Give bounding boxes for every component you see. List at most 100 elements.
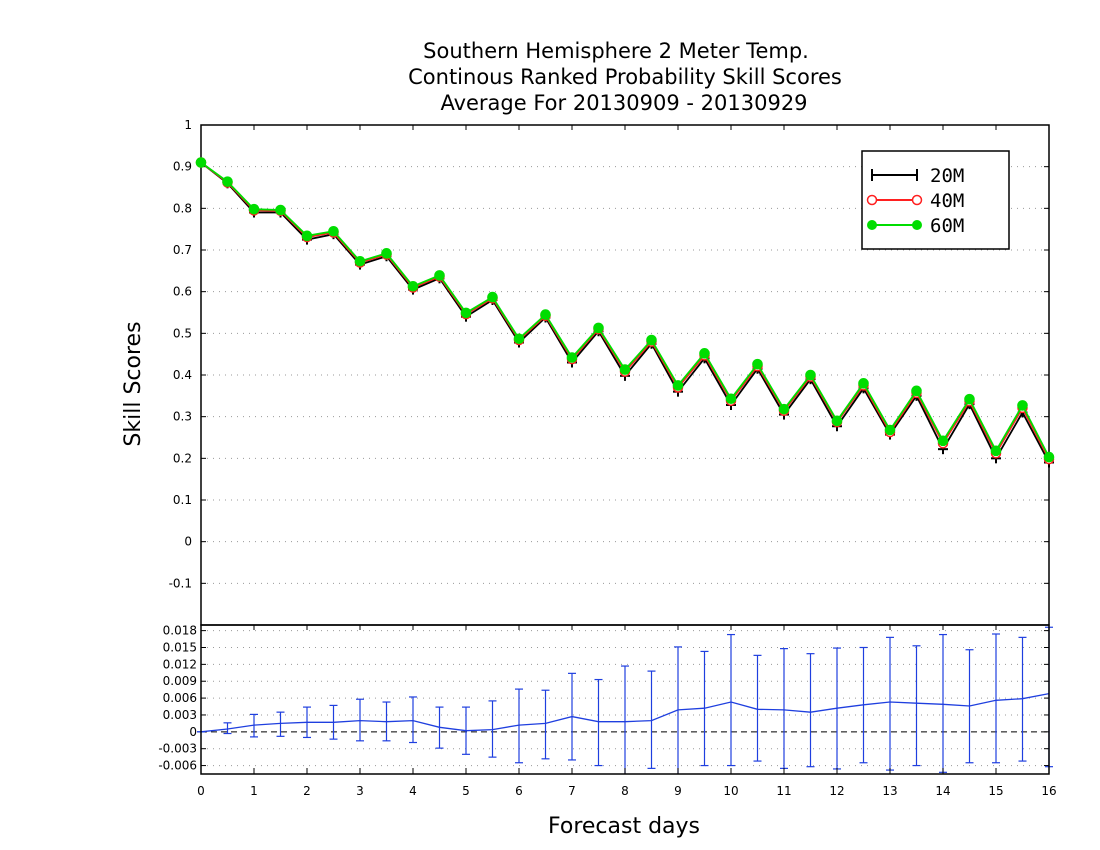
y-tick-label: 0.8 — [173, 201, 192, 215]
point-60M — [328, 225, 339, 237]
y-tick-label: -0.006 — [158, 759, 197, 773]
legend-marker — [866, 194, 878, 206]
x-tick-label: 9 — [674, 784, 682, 798]
x-tick-label: 13 — [882, 784, 897, 798]
x-tick-label: 16 — [1041, 784, 1056, 798]
error-bar — [912, 645, 921, 767]
point-60M — [222, 176, 233, 187]
x-tick-label: 5 — [462, 784, 470, 798]
y-tick-label: 0.3 — [173, 410, 192, 424]
y-tick-label: -0.1 — [169, 576, 192, 590]
legend-label: 60M — [930, 215, 964, 237]
y-tick-label: -0.003 — [158, 742, 197, 756]
legend-entry-20M: 20M — [871, 165, 964, 187]
y-tick-label: 0.7 — [173, 243, 192, 257]
y-axis-label: Skill Scores — [121, 321, 146, 446]
y-tick-label: 0.015 — [163, 640, 197, 654]
chart-title: Southern Hemisphere 2 Meter Temp. Contin… — [408, 39, 842, 115]
legend-marker — [912, 220, 922, 230]
point-60M — [646, 334, 657, 346]
point-60M — [1017, 400, 1028, 411]
point-60M — [911, 385, 922, 397]
legend: 20M 40M 60M — [861, 150, 1010, 250]
error-bar — [992, 633, 1000, 764]
title-line-2: Continous Ranked Probability Skill Score… — [408, 65, 842, 89]
point-60M — [487, 291, 498, 303]
point-60M — [566, 352, 578, 363]
y-tick-label: 0.5 — [173, 326, 192, 340]
error-bar — [780, 648, 788, 769]
error-bar — [727, 633, 735, 767]
error-bar — [515, 688, 523, 764]
point-60M — [354, 255, 366, 267]
error-bar — [647, 670, 656, 769]
y-tick-label: 0 — [189, 725, 197, 739]
point-60M — [990, 445, 1002, 457]
point-60M — [301, 230, 313, 242]
x-tick-label: 11 — [776, 784, 791, 798]
legend-marker — [911, 194, 923, 206]
y-tick-label: 0.012 — [163, 657, 197, 671]
point-60M — [858, 378, 869, 389]
legend-entry-60M: 60M — [867, 215, 964, 237]
x-axis-label: Forecast days — [548, 814, 700, 839]
point-60M — [434, 270, 445, 281]
point-60M — [725, 393, 737, 405]
x-tick-label: 6 — [515, 784, 523, 798]
point-60M — [275, 204, 286, 216]
y-tick-label: 1 — [184, 118, 192, 132]
x-tick-label: 15 — [988, 784, 1003, 798]
x-tick-label: 2 — [303, 784, 311, 798]
legend-entry-40M: 40M — [866, 190, 964, 212]
y-tick-label: 0.9 — [173, 160, 192, 174]
error-bar — [594, 678, 603, 767]
y-tick-label: 0.018 — [163, 624, 197, 638]
point-60M — [460, 307, 472, 319]
x-tick-label: 7 — [568, 784, 576, 798]
point-60M — [672, 380, 684, 391]
y-tick-label: 0.009 — [163, 674, 197, 688]
error-bar — [886, 636, 894, 771]
point-60M — [699, 348, 710, 359]
error-bar — [753, 654, 762, 762]
point-60M — [619, 364, 631, 375]
point-60M — [248, 203, 260, 215]
x-tick-label: 0 — [197, 784, 205, 798]
x-tick-label: 14 — [935, 784, 950, 798]
point-60M — [381, 248, 392, 259]
error-bar — [276, 711, 285, 737]
skill-score-panel: 1 0.9 0.8 0.7 0.6 0.5 0.4 0.3 0.2 0.1 0 -0.1 — [169, 118, 1055, 626]
y-tick-label: 0.2 — [173, 451, 192, 465]
point-60M — [1043, 451, 1055, 463]
x-tick-label: 8 — [621, 784, 629, 798]
point-60M — [540, 309, 551, 320]
error-bar — [541, 689, 550, 760]
x-tick-label: 1 — [250, 784, 258, 798]
error-bar — [223, 722, 232, 735]
point-60M — [805, 369, 816, 381]
error-bar — [409, 696, 417, 744]
legend-label: 40M — [930, 190, 964, 212]
y-tick-label: 0.4 — [173, 368, 192, 382]
error-bar — [621, 665, 629, 774]
title-line-3: Average For 20130909 - 20130929 — [440, 91, 807, 115]
error-bar — [806, 653, 815, 768]
y-tick-label: 0.003 — [163, 708, 197, 722]
y-tick-label: 0.6 — [173, 285, 192, 299]
plot-frame — [200, 624, 1050, 775]
point-60M — [195, 157, 207, 168]
difference-line — [200, 692, 1050, 733]
y-tick-label: 0.006 — [163, 691, 197, 705]
point-60M — [831, 415, 843, 427]
legend-marker — [867, 220, 877, 230]
error-bar — [939, 633, 947, 773]
x-tick-label: 3 — [356, 784, 364, 798]
point-60M — [513, 333, 525, 345]
difference-panel: 0.018 0.015 0.012 0.009 0.006 0.003 0 -0.003 -0.… — [158, 624, 1056, 798]
y-tick-label: 0.1 — [173, 493, 192, 507]
point-60M — [778, 403, 790, 415]
title-line-1: Southern Hemisphere 2 Meter Temp. — [423, 39, 809, 63]
point-60M — [937, 435, 949, 447]
point-60M — [964, 393, 975, 405]
